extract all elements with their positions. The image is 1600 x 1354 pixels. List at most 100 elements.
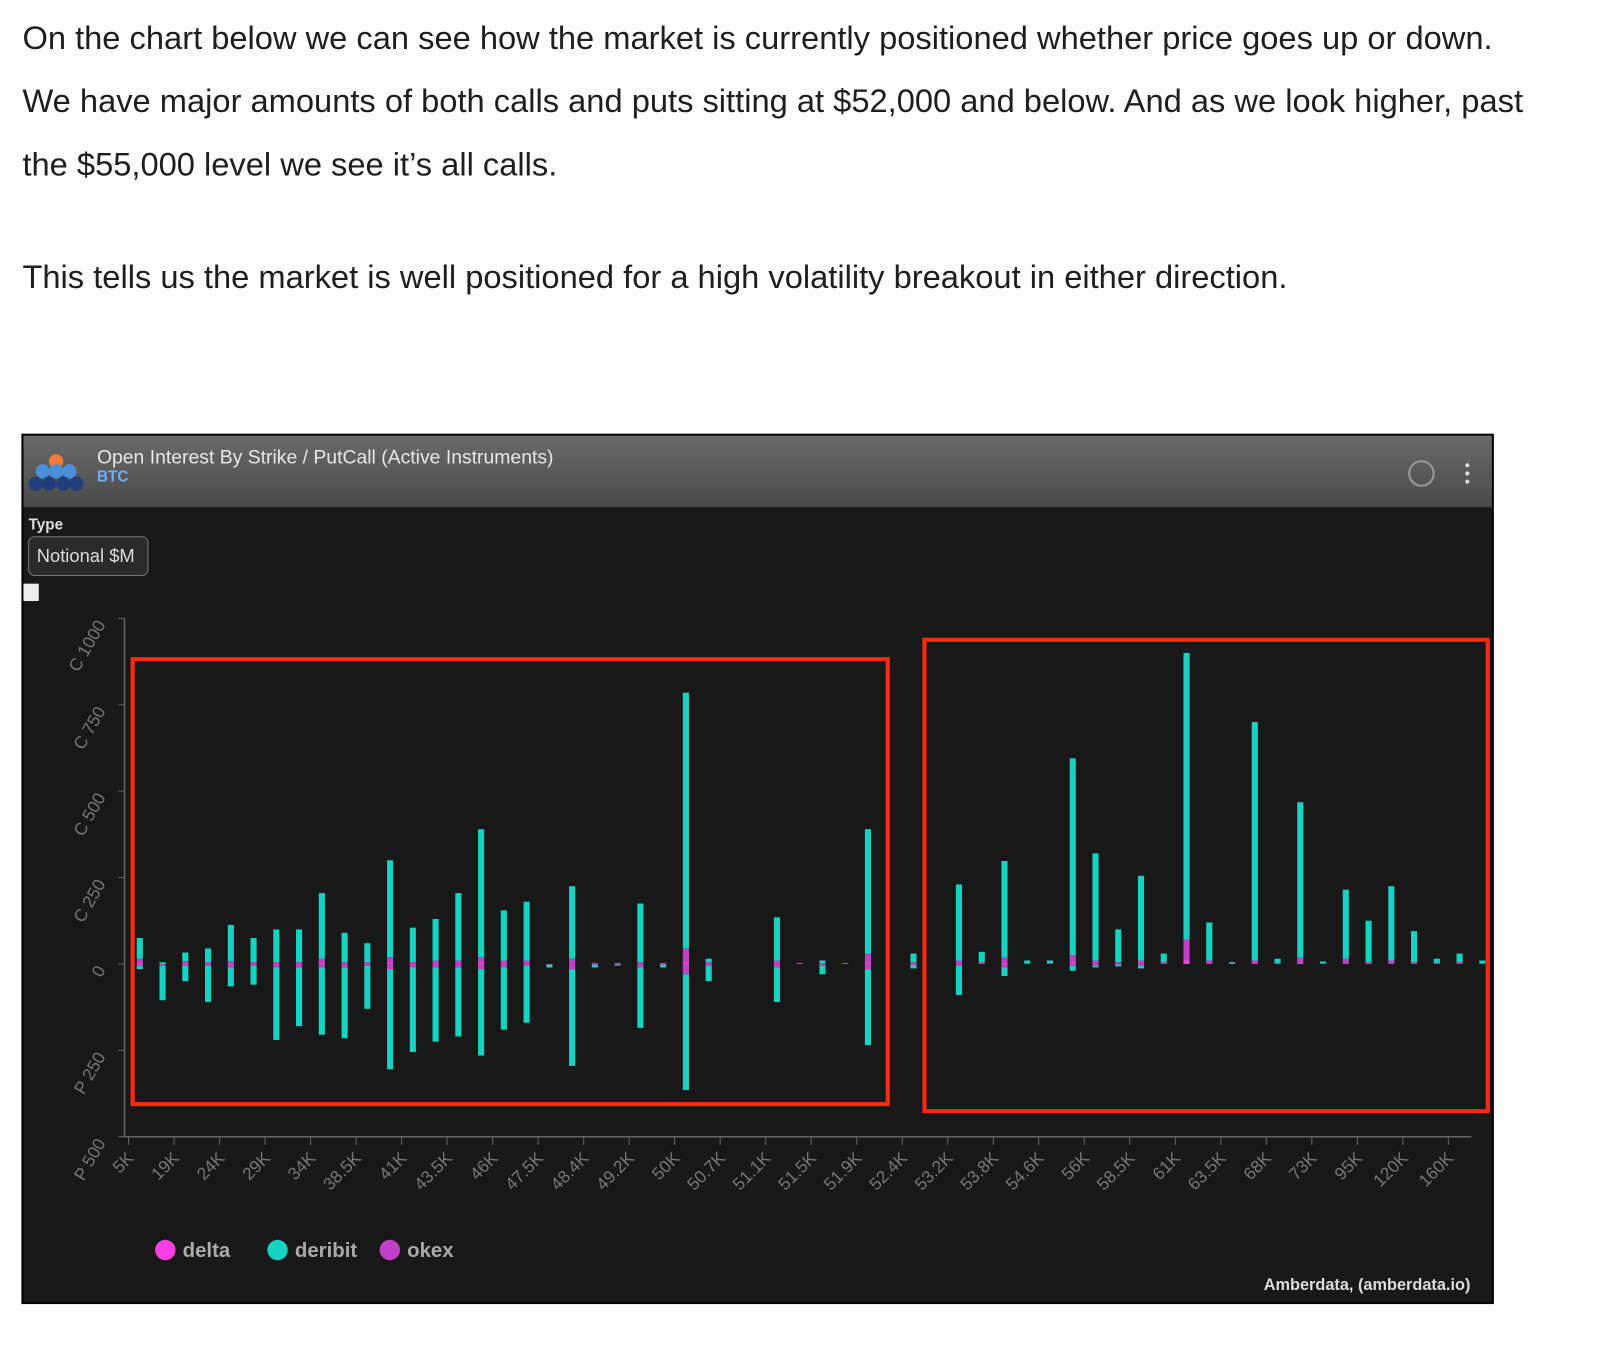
bar: [478, 829, 485, 958]
legend-label: deribit: [295, 1240, 358, 1262]
paragraph: On the chart below we can see how the ma…: [22, 19, 1524, 183]
bar: [432, 960, 439, 964]
legend-label: okex: [407, 1240, 454, 1262]
bar: [660, 962, 667, 964]
bar: [682, 948, 689, 963]
bar: [660, 964, 667, 968]
bar: [387, 962, 394, 964]
bar: [864, 969, 872, 1046]
bar: [341, 932, 348, 963]
bar: [1069, 955, 1076, 963]
bar: [523, 960, 530, 964]
collapse-toggle[interactable]: [23, 583, 39, 602]
bar: [1183, 652, 1190, 940]
bar: [500, 960, 507, 964]
bar: [1274, 958, 1281, 963]
bar: [500, 963, 507, 968]
bar: [500, 910, 507, 961]
bar: [523, 901, 530, 961]
bar: [204, 962, 212, 964]
bar: [432, 963, 439, 968]
bar: [182, 952, 189, 962]
bar: [1137, 963, 1145, 966]
info-icon[interactable]: [1408, 460, 1435, 487]
bar: [227, 963, 234, 968]
bar: [364, 943, 371, 963]
bar: [1206, 960, 1213, 964]
bar: [864, 962, 872, 964]
bar: [1411, 962, 1418, 964]
bar: [682, 974, 689, 1091]
bar: [955, 884, 963, 961]
bar: [1456, 962, 1463, 964]
bar: [204, 963, 212, 966]
bar: [387, 860, 394, 958]
bar: [1069, 965, 1076, 971]
bar: [910, 964, 917, 969]
bar: [273, 967, 280, 1040]
menu-icon[interactable]: [1465, 463, 1470, 484]
bar: [182, 962, 189, 964]
bar: [682, 692, 689, 949]
bar: [182, 965, 189, 982]
bar: [273, 963, 280, 968]
bar: [523, 965, 530, 1023]
bar: [660, 963, 667, 965]
bar: [364, 962, 371, 964]
bar: [1228, 962, 1236, 964]
bar: [1115, 962, 1122, 964]
bar: [318, 963, 325, 968]
bar: [318, 893, 325, 959]
bar: [500, 967, 507, 1030]
bar: [1411, 931, 1418, 963]
control-value[interactable]: Notional $M: [37, 545, 135, 566]
control-button[interactable]: [28, 536, 149, 577]
bar: [978, 951, 985, 963]
bar: [1183, 960, 1190, 964]
legend-swatch: [267, 1239, 288, 1261]
chart-title: Open Interest By Strike / PutCall (Activ…: [97, 446, 554, 468]
bar: [523, 963, 530, 966]
bar: [864, 829, 872, 954]
bar: [409, 927, 416, 963]
bar: [773, 967, 780, 1002]
bar: [1433, 962, 1440, 964]
bar: [250, 938, 257, 963]
bar: [1069, 962, 1076, 964]
bar: [637, 962, 644, 964]
bar: [159, 963, 166, 966]
bar: [955, 963, 963, 966]
bar: [1297, 962, 1304, 964]
bar: [910, 962, 917, 964]
bar: [1342, 889, 1349, 959]
bar: [1297, 802, 1304, 958]
bar: [705, 965, 712, 982]
bar: [591, 962, 598, 964]
chart-header: [23, 435, 1492, 508]
bar: [1251, 960, 1258, 964]
bar: [705, 962, 712, 964]
bar: [227, 962, 234, 964]
bar: [773, 917, 780, 961]
bar: [136, 965, 143, 970]
bar: [341, 967, 348, 1039]
bar: [182, 963, 189, 966]
bar: [569, 886, 576, 959]
bar: [1115, 964, 1122, 967]
bar: [1046, 960, 1054, 964]
bar: [1137, 965, 1145, 969]
bar: [637, 963, 644, 968]
bar: [1297, 957, 1304, 963]
bar: [1479, 963, 1486, 964]
bar: [318, 958, 325, 963]
bar: [910, 963, 917, 965]
bar: [478, 957, 485, 963]
bar: [1365, 962, 1372, 964]
legend-label: delta: [183, 1240, 231, 1262]
bar: [1001, 957, 1008, 963]
paragraph: This tells us the market is well positio…: [22, 258, 1288, 295]
bar: [705, 963, 712, 966]
